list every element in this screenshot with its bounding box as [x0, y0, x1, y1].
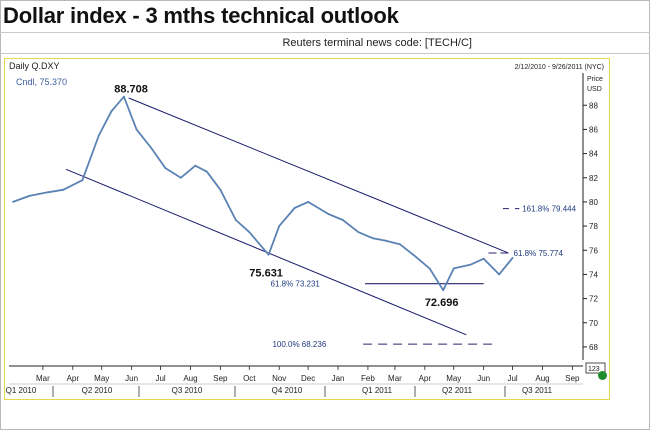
status-indicator [598, 371, 607, 380]
y-axis-unit: USD [587, 86, 602, 93]
price-point [62, 188, 65, 191]
quarter-label: Q3 2010 [172, 386, 203, 395]
y-tick-label: 76 [589, 246, 598, 255]
y-axis-label: Price [587, 76, 603, 83]
price-point [293, 207, 296, 209]
chart-panel: Daily Q.DXY Cndl, 75.370 2/12/2010 - 9/26/… [4, 58, 610, 400]
x-tick-label: Jul [507, 374, 517, 383]
price-point [371, 237, 374, 240]
fib-61-8-low-label: 61.8% 73.231 [271, 280, 321, 289]
price-point [179, 176, 182, 179]
quarter-label: Q4 2010 [272, 386, 303, 395]
price-point [398, 243, 401, 246]
price-point [46, 191, 49, 194]
x-tick-label: Apr [419, 374, 432, 383]
price-point [498, 273, 500, 276]
price-chart: Daily Q.DXY Cndl, 75.370 2/12/2010 - 9/26/… [6, 61, 606, 397]
x-tick-label: Nov [272, 374, 286, 383]
price-point [164, 167, 167, 169]
x-tick-label: Oct [243, 374, 256, 383]
price-point [307, 201, 310, 203]
y-tick-label: 70 [589, 319, 598, 328]
news-code: Reuters terminal news code: [TECH/C] [282, 37, 472, 49]
instrument-label: Daily Q.DXY [9, 61, 60, 71]
x-tick-label: Mar [388, 374, 402, 383]
x-tick-label: Mar [36, 374, 50, 383]
price-point [428, 267, 431, 270]
price-point [482, 257, 485, 260]
price-point [110, 110, 113, 113]
price-box-label: 123 [588, 366, 600, 373]
quarter-label: Q2 2011 [442, 386, 473, 395]
title-divider [0, 32, 650, 33]
x-tick-label: Apr [67, 374, 80, 383]
price-point [12, 201, 14, 203]
price-point [97, 134, 100, 137]
price-point [341, 219, 344, 221]
price-point [135, 128, 138, 131]
price-point [81, 179, 84, 182]
trough-may-label: 72.696 [425, 297, 459, 309]
news-code-divider [0, 53, 650, 54]
price-point [469, 263, 472, 266]
x-tick-label: May [94, 374, 109, 383]
price-box [585, 362, 606, 374]
price-point [123, 95, 125, 98]
price-point [194, 164, 197, 167]
price-point [205, 170, 208, 173]
quarter-label: Q1 2010 [6, 386, 37, 395]
x-tick-label: Aug [535, 374, 549, 383]
x-tick-label: Sep [213, 374, 228, 383]
price-point [511, 256, 514, 259]
price-point [278, 225, 281, 227]
fib-161-8-label: 161.8% 79.444 [522, 205, 576, 214]
price-point [150, 146, 152, 149]
page-title: Dollar index - 3 mths technical outlook [3, 3, 399, 28]
price-point [267, 253, 270, 256]
x-tick-label: Jun [477, 374, 490, 383]
y-tick-label: 74 [589, 270, 598, 279]
y-tick-label: 86 [589, 125, 598, 134]
y-tick-label: 88 [589, 101, 598, 110]
x-tick-label: Aug [183, 374, 197, 383]
fib-100-label: 100.0% 68.236 [272, 340, 326, 349]
x-tick-label: Jan [332, 374, 345, 383]
x-tick-label: Feb [361, 374, 375, 383]
y-tick-label: 82 [589, 174, 598, 183]
fib-61-8-high-label: 61.8% 75.774 [514, 249, 564, 258]
trough-nov-label: 75.631 [249, 268, 283, 280]
price-series-line [12, 95, 514, 292]
quarter-label: Q3 2011 [522, 386, 553, 395]
y-tick-label: 84 [589, 150, 598, 159]
chart-subtitle: Cndl, 75.370 [16, 77, 67, 87]
channel-upper [128, 97, 508, 254]
x-tick-label: May [446, 374, 461, 383]
quarter-label: Q1 2011 [362, 386, 393, 395]
x-tick-label: Dec [301, 374, 315, 383]
price-point [414, 255, 417, 258]
y-tick-label: 78 [589, 222, 598, 231]
price-point [234, 219, 237, 221]
quarter-label: Q2 2010 [82, 386, 113, 395]
date-range: 2/12/2010 - 9/26/2011 (NYC) [515, 64, 604, 71]
x-tick-label: Jul [155, 374, 165, 383]
price-point [327, 213, 330, 215]
y-tick-label: 72 [589, 295, 598, 304]
price-point [384, 239, 387, 242]
price-point [442, 289, 445, 292]
y-tick-label: 80 [589, 198, 598, 207]
price-point [248, 231, 251, 234]
x-tick-label: Sep [565, 374, 580, 383]
x-tick-label: Jun [125, 374, 138, 383]
peak-label: 88.708 [114, 84, 148, 96]
price-point [28, 194, 31, 197]
price-point [219, 188, 222, 191]
price-point [452, 267, 455, 270]
price-point [357, 231, 360, 234]
y-tick-label: 68 [589, 343, 598, 352]
